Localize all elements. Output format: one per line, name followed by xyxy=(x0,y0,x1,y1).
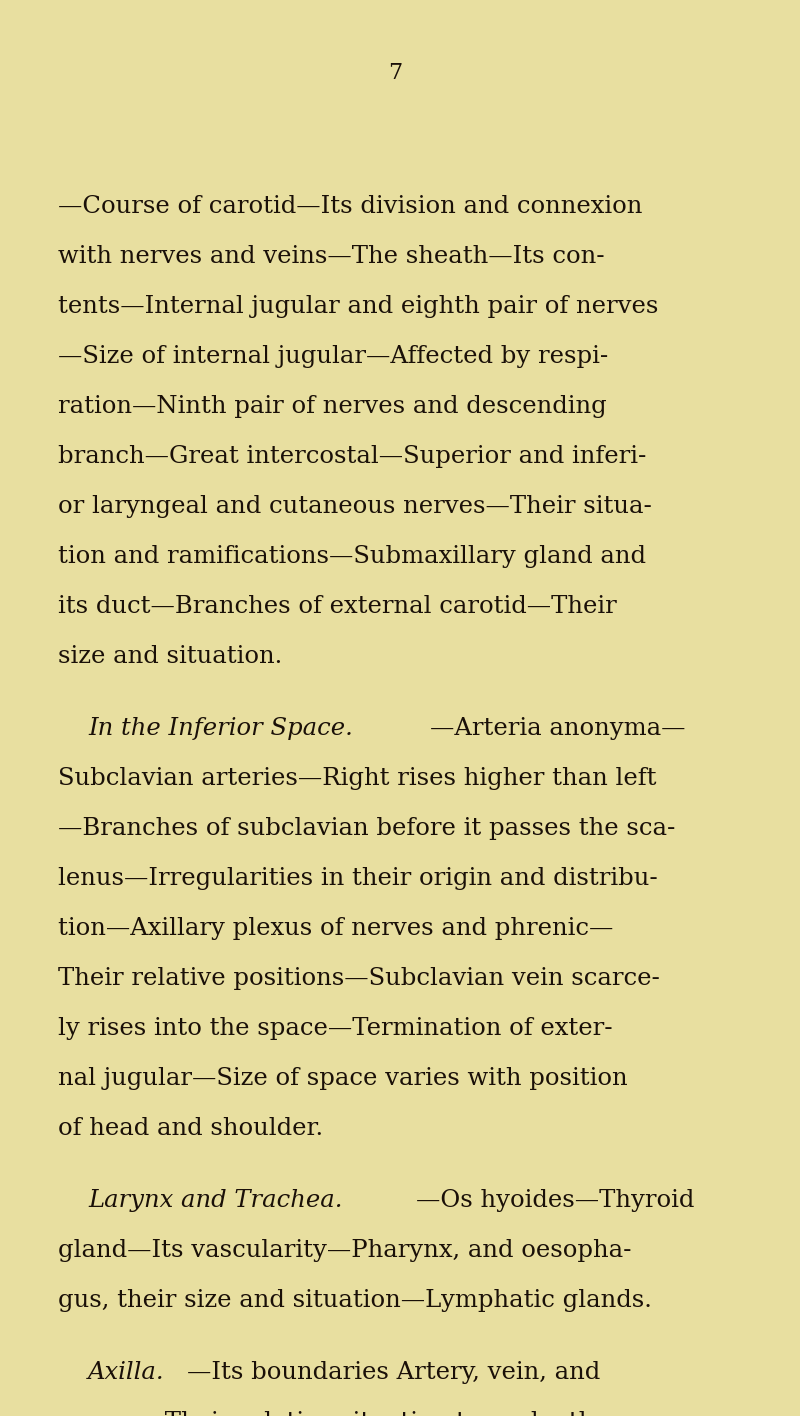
Text: its duct—Branches of external carotid—Their: its duct—Branches of external carotid—Th… xyxy=(58,595,617,617)
Text: gland—Its vascularity—Pharynx, and oesopha-: gland—Its vascularity—Pharynx, and oesop… xyxy=(58,1239,631,1262)
Text: —Branches of subclavian before it passes the sca-: —Branches of subclavian before it passes… xyxy=(58,817,675,840)
Text: ly rises into the space—Termination of exter-: ly rises into the space—Termination of e… xyxy=(58,1017,613,1039)
Text: Larynx and Trachea.: Larynx and Trachea. xyxy=(88,1189,342,1212)
Text: with nerves and veins—The sheath—Its con-: with nerves and veins—The sheath—Its con… xyxy=(58,245,605,268)
Text: nal jugular—Size of space varies with position: nal jugular—Size of space varies with po… xyxy=(58,1068,628,1090)
Text: Subclavian arteries—Right rises higher than left: Subclavian arteries—Right rises higher t… xyxy=(58,767,657,790)
Text: —Course of carotid—Its division and connexion: —Course of carotid—Its division and conn… xyxy=(58,195,642,218)
Text: —Arteria anonyma—: —Arteria anonyma— xyxy=(430,716,686,741)
Text: lenus—Irregularities in their origin and distribu-: lenus—Irregularities in their origin and… xyxy=(58,867,658,891)
Text: ration—Ninth pair of nerves and descending: ration—Ninth pair of nerves and descendi… xyxy=(58,395,606,418)
Text: Their relative positions—Subclavian vein scarce-: Their relative positions—Subclavian vein… xyxy=(58,967,660,990)
Text: 7: 7 xyxy=(388,62,402,84)
Text: nerves—Their relative situation to each other—: nerves—Their relative situation to each … xyxy=(58,1410,645,1416)
Text: In the Inferior Space.: In the Inferior Space. xyxy=(88,716,353,741)
Text: tents—Internal jugular and eighth pair of nerves: tents—Internal jugular and eighth pair o… xyxy=(58,295,658,319)
Text: tion—Axillary plexus of nerves and phrenic—: tion—Axillary plexus of nerves and phren… xyxy=(58,918,614,940)
Text: —Size of internal jugular—Affected by respi-: —Size of internal jugular—Affected by re… xyxy=(58,346,608,368)
Text: of head and shoulder.: of head and shoulder. xyxy=(58,1117,323,1140)
Text: Axilla.: Axilla. xyxy=(88,1361,165,1383)
Text: size and situation.: size and situation. xyxy=(58,646,282,668)
Text: or laryngeal and cutaneous nerves—Their situa-: or laryngeal and cutaneous nerves—Their … xyxy=(58,496,652,518)
Text: tion and ramifications—Submaxillary gland and: tion and ramifications—Submaxillary glan… xyxy=(58,545,646,568)
Text: gus, their size and situation—Lymphatic glands.: gus, their size and situation—Lymphatic … xyxy=(58,1289,652,1313)
Text: —Os hyoides—Thyroid: —Os hyoides—Thyroid xyxy=(416,1189,694,1212)
Text: —Its boundaries Artery, vein, and: —Its boundaries Artery, vein, and xyxy=(187,1361,600,1383)
Text: branch—Great intercostal—Superior and inferi-: branch—Great intercostal—Superior and in… xyxy=(58,445,646,469)
